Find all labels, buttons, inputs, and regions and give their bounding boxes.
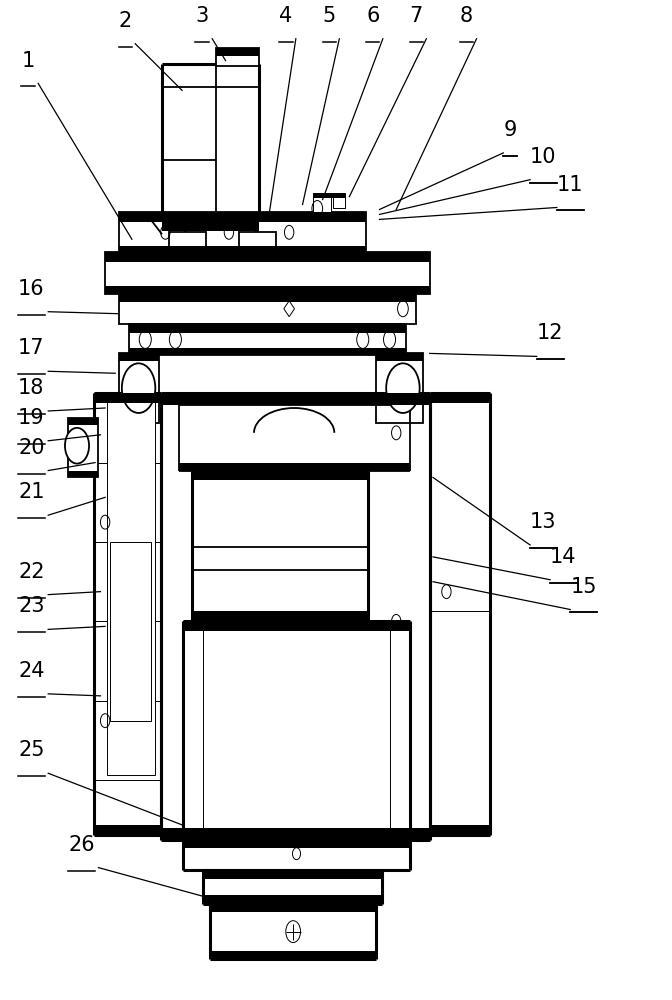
- Bar: [105, 252, 429, 262]
- Text: 1: 1: [22, 51, 35, 71]
- Bar: [161, 828, 429, 840]
- Bar: [105, 286, 429, 294]
- Text: 12: 12: [537, 323, 563, 343]
- Bar: [204, 870, 382, 879]
- Bar: [429, 393, 490, 403]
- Bar: [93, 393, 161, 403]
- Text: 21: 21: [18, 482, 44, 502]
- Bar: [210, 904, 376, 912]
- Bar: [183, 621, 410, 631]
- Text: 20: 20: [18, 438, 44, 458]
- Bar: [192, 471, 368, 480]
- Text: 7: 7: [410, 6, 423, 26]
- Bar: [162, 219, 259, 231]
- Text: 18: 18: [18, 378, 44, 398]
- Text: 25: 25: [18, 740, 44, 760]
- Bar: [169, 232, 206, 252]
- Bar: [128, 324, 407, 355]
- Text: 8: 8: [460, 6, 473, 26]
- Text: 4: 4: [279, 6, 292, 26]
- Text: 2: 2: [118, 11, 132, 31]
- Bar: [118, 212, 366, 252]
- Bar: [192, 611, 368, 621]
- Bar: [183, 828, 410, 838]
- Text: 15: 15: [571, 577, 597, 597]
- Text: 26: 26: [69, 835, 95, 855]
- Bar: [128, 348, 407, 355]
- Bar: [128, 324, 407, 333]
- Bar: [118, 353, 159, 423]
- Bar: [179, 463, 410, 471]
- Text: 5: 5: [323, 6, 336, 26]
- Bar: [69, 418, 98, 425]
- Bar: [110, 478, 136, 490]
- Circle shape: [122, 363, 155, 413]
- Bar: [376, 353, 423, 361]
- Bar: [118, 294, 417, 324]
- Bar: [376, 353, 423, 423]
- Bar: [110, 461, 136, 490]
- Bar: [183, 838, 410, 848]
- Text: 10: 10: [530, 147, 556, 167]
- Text: 17: 17: [18, 338, 44, 358]
- Bar: [118, 212, 366, 222]
- Bar: [118, 353, 159, 361]
- Bar: [429, 825, 490, 835]
- Text: 13: 13: [530, 512, 556, 532]
- Bar: [333, 193, 345, 208]
- Bar: [312, 193, 345, 198]
- Text: 19: 19: [18, 408, 45, 428]
- Text: 16: 16: [18, 279, 45, 299]
- Bar: [216, 48, 259, 66]
- Text: 3: 3: [196, 6, 209, 26]
- Text: 22: 22: [18, 562, 44, 582]
- Bar: [210, 951, 376, 959]
- Bar: [161, 393, 429, 405]
- Circle shape: [386, 363, 419, 413]
- Bar: [69, 471, 98, 477]
- Bar: [69, 418, 98, 477]
- Text: 11: 11: [557, 175, 583, 195]
- Bar: [107, 398, 155, 775]
- Text: 23: 23: [18, 596, 44, 616]
- Bar: [204, 895, 382, 904]
- Bar: [216, 48, 259, 56]
- Text: 6: 6: [366, 6, 380, 26]
- Bar: [312, 193, 331, 214]
- Bar: [110, 542, 151, 721]
- Bar: [110, 465, 136, 476]
- Text: 9: 9: [503, 120, 517, 140]
- Bar: [93, 825, 161, 835]
- Bar: [105, 252, 429, 294]
- Bar: [118, 294, 417, 302]
- Bar: [239, 232, 276, 252]
- Circle shape: [65, 428, 89, 464]
- Text: 14: 14: [550, 547, 577, 567]
- Bar: [118, 246, 366, 252]
- Text: 24: 24: [18, 661, 44, 681]
